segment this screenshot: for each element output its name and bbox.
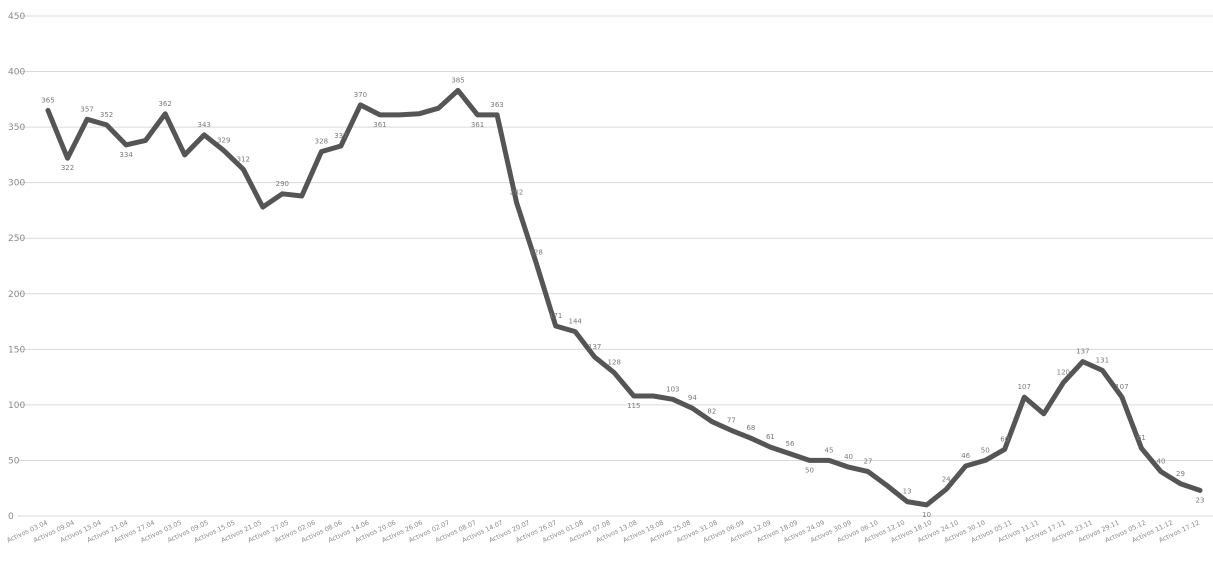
data-label: 385 [451, 76, 464, 84]
data-labels: 365 322 357 352 334 362 343 329 312 290 328 337 370 3… [41, 76, 1204, 518]
series-line [45, 87, 1203, 508]
y-axis-ticks: 0 50 100 150 200 250 300 350 400 450 [8, 12, 25, 522]
data-label: 61 [1137, 434, 1146, 442]
data-label: 361 [373, 121, 386, 129]
data-label: 365 [41, 96, 54, 104]
data-label: 24 [942, 475, 951, 483]
data-label: 128 [608, 359, 621, 367]
data-label: 56 [786, 440, 795, 448]
y-tick-label: 400 [8, 68, 25, 78]
y-tick-label: 50 [8, 456, 20, 466]
data-label: 328 [315, 138, 328, 146]
data-label: 361 [471, 121, 484, 129]
data-label: 107 [1115, 383, 1128, 391]
data-label: 357 [80, 105, 93, 113]
data-label: 23 [1196, 496, 1205, 504]
data-label: 115 [627, 402, 640, 410]
data-label: 50 [981, 446, 990, 454]
y-tick-label: 100 [8, 401, 25, 411]
y-tick-label: 450 [8, 12, 25, 22]
data-label: 94 [688, 394, 697, 402]
data-label: 10 [922, 511, 931, 519]
data-label: 13 [903, 488, 912, 496]
gridlines [18, 15, 1213, 517]
data-label: 171 [549, 312, 562, 320]
data-label: 290 [276, 180, 289, 188]
y-tick-label: 300 [8, 179, 25, 189]
data-label: 370 [354, 91, 367, 99]
data-label: 60 [1000, 435, 1009, 443]
data-label: 77 [727, 416, 736, 424]
data-label: 120 [1057, 369, 1070, 377]
data-label: 312 [237, 155, 250, 163]
y-tick-label: 350 [8, 123, 25, 133]
data-label: 68 [746, 424, 755, 432]
data-label: 40 [844, 453, 853, 461]
data-label: 329 [217, 136, 230, 144]
series-line-group [45, 87, 1203, 508]
data-label: 137 [588, 343, 601, 351]
data-label: 337 [334, 132, 347, 140]
data-label: 363 [490, 101, 503, 109]
data-label: 27 [864, 458, 873, 466]
data-label: 29 [1176, 470, 1185, 478]
data-label: 137 [1076, 348, 1089, 356]
data-label: 45 [825, 446, 834, 454]
data-label: 103 [666, 385, 679, 393]
data-label: 282 [510, 189, 523, 197]
y-tick-label: 250 [8, 234, 25, 244]
y-tick-label: 200 [8, 290, 25, 300]
data-label: 322 [61, 164, 74, 172]
data-label: 50 [805, 466, 814, 474]
data-label: 131 [1096, 356, 1109, 364]
data-label: 228 [529, 249, 542, 257]
data-label: 334 [119, 151, 133, 159]
y-tick-label: 0 [8, 512, 14, 522]
data-label: 362 [158, 100, 171, 108]
data-label: 46 [961, 452, 970, 460]
data-label: 144 [568, 318, 582, 326]
y-tick-label: 150 [8, 345, 25, 355]
data-label: 352 [100, 111, 113, 119]
data-label: 40 [1156, 458, 1165, 466]
data-label: 343 [198, 121, 211, 129]
data-label: 107 [1018, 383, 1031, 391]
data-label: 82 [707, 408, 716, 416]
data-label: 61 [766, 433, 775, 441]
